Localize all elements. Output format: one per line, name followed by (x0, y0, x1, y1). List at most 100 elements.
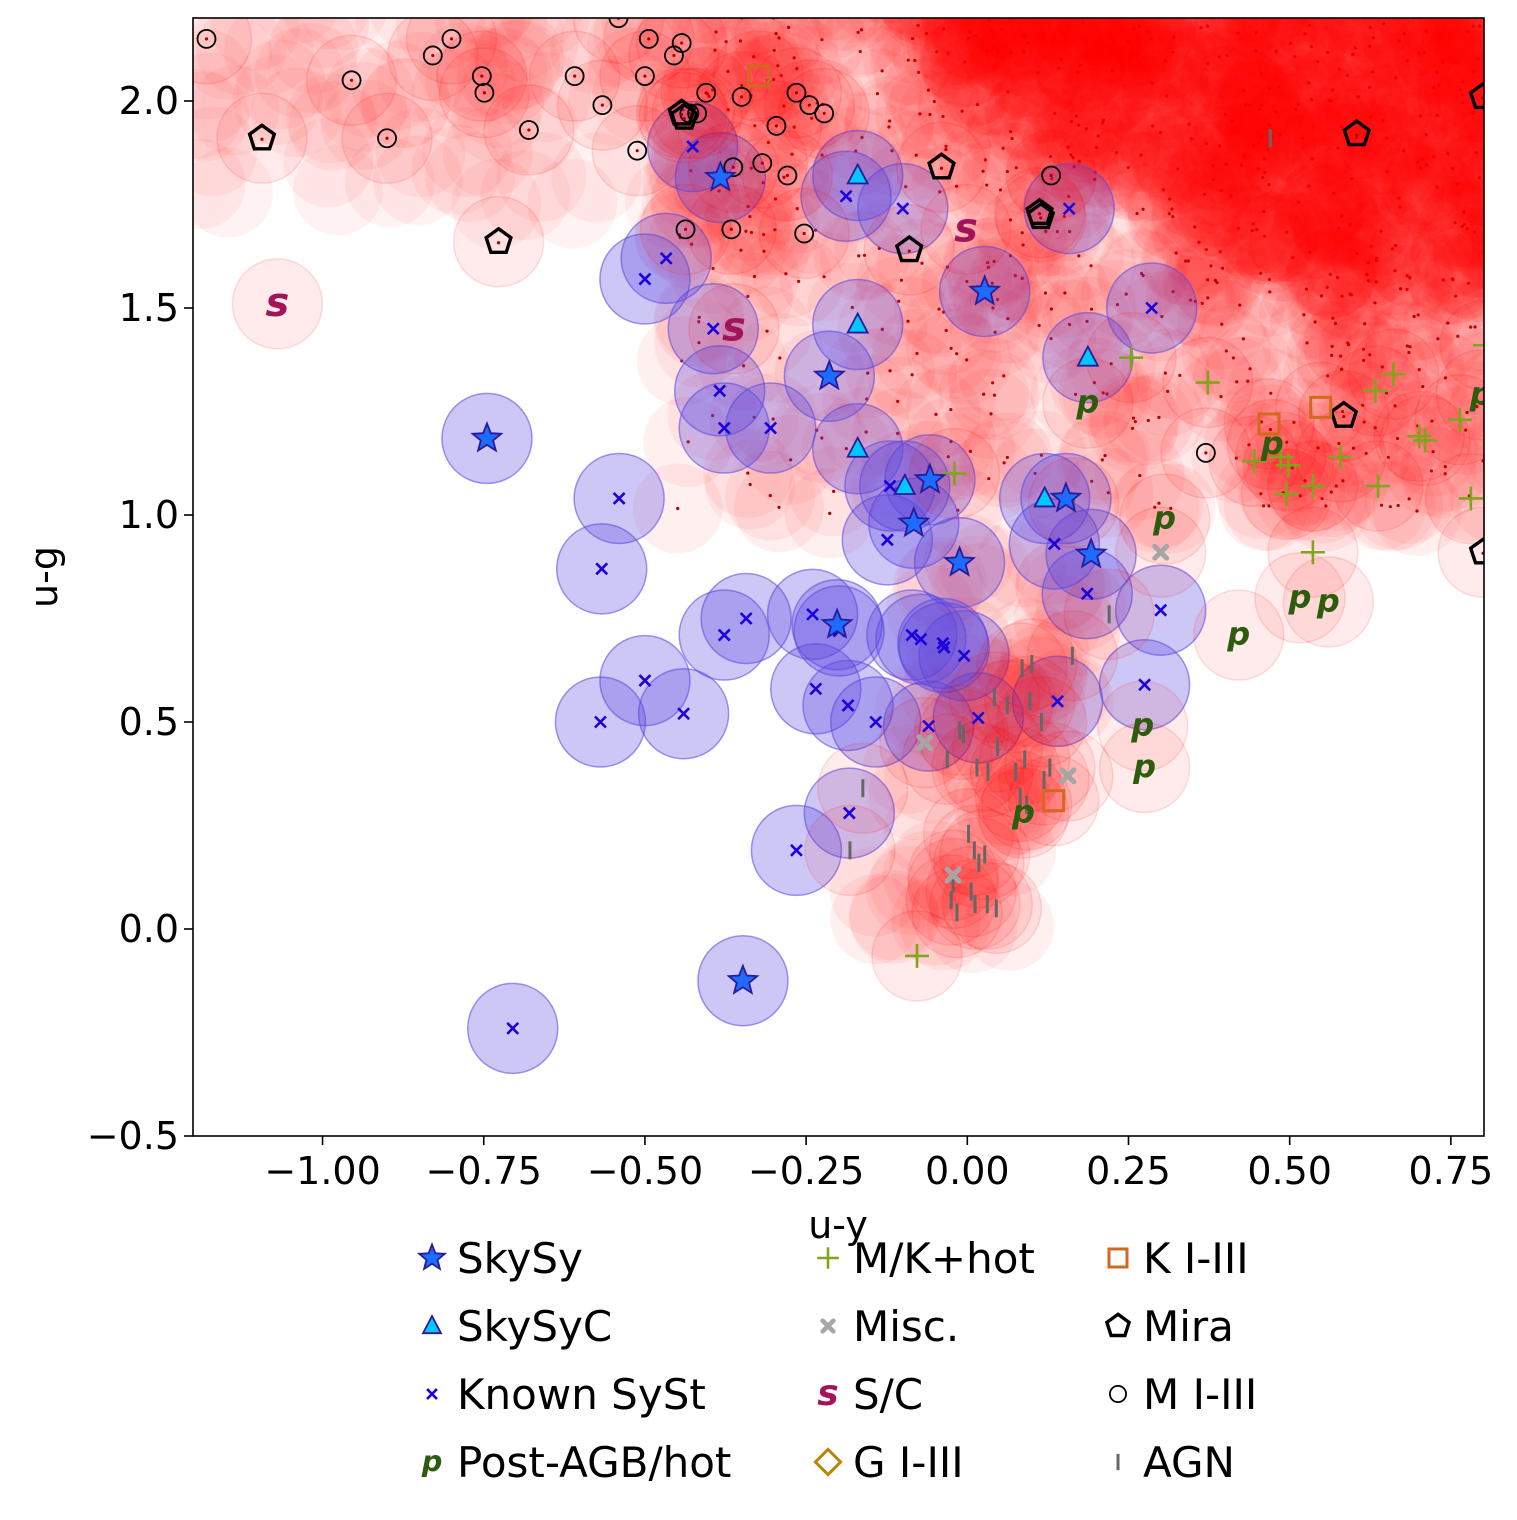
background-halo (1283, 18, 1367, 45)
background-dot (1044, 229, 1048, 233)
background-dot (1330, 344, 1334, 348)
background-dot (1055, 230, 1059, 234)
background-dot (1371, 70, 1375, 74)
background-dot (1005, 455, 1009, 460)
background-dot (1340, 294, 1344, 298)
background-dot (1100, 121, 1105, 125)
circle-center-dot (527, 128, 531, 132)
background-dot (1299, 0, 1302, 3)
background-halo (731, 18, 822, 79)
background-dot (1340, 367, 1344, 371)
circle-center-dot (482, 91, 486, 95)
y-tick-label: 0.0 (119, 907, 179, 951)
background-halo (695, 18, 786, 86)
background-dot (1505, 286, 1508, 289)
background-dot (1285, 440, 1289, 444)
background-dot (782, 175, 786, 179)
data-point-p: p (1011, 793, 1035, 831)
background-dot (1266, 147, 1270, 152)
background-halo (1412, 291, 1484, 382)
background-dot (938, 190, 942, 194)
background-dot (1472, 69, 1476, 73)
background-dot (862, 253, 867, 257)
background-dot (1513, 423, 1516, 426)
background-dot (1307, 23, 1312, 27)
background-dot (1254, 227, 1259, 232)
background-halo (1397, 18, 1484, 108)
background-halo (567, 55, 658, 146)
circle-center-dot (600, 103, 604, 107)
background-dot (1102, 118, 1106, 122)
background-dot (1424, 163, 1429, 167)
background-dot (1432, 86, 1436, 90)
background-dot (1171, 215, 1175, 219)
background-dot (887, 125, 891, 129)
background-dot (1361, 403, 1365, 407)
background-dot (1147, 0, 1150, 2)
background-dot (1215, 281, 1219, 285)
background-dot (1157, 415, 1161, 419)
background-dot (710, 414, 715, 418)
background-halo (1162, 18, 1253, 72)
background-dot (1393, 243, 1398, 248)
background-halo (1052, 18, 1109, 28)
background-dot (1164, 94, 1169, 98)
background-dot (1380, 365, 1384, 369)
x-tick-label: −0.50 (587, 1149, 703, 1193)
background-dot (1081, 20, 1085, 24)
background-halo (1466, 419, 1484, 490)
background-dot (797, 279, 801, 283)
pentagon-marker (1104, 1312, 1132, 1338)
background-halo (193, 68, 243, 159)
background-dot (1220, 322, 1224, 326)
background-dot (1455, 182, 1460, 186)
legend-label: K I-III (1143, 1234, 1249, 1283)
background-dot (1435, 113, 1439, 117)
background-halo (1357, 18, 1448, 62)
background-dot (1356, 95, 1360, 99)
background-dot (1496, 108, 1499, 111)
background-dot (792, 56, 796, 60)
background-dot (1471, 24, 1476, 28)
background-dot (1405, 287, 1409, 291)
background-dot (1462, 222, 1466, 227)
background-halo (1418, 167, 1484, 258)
background-dot (1236, 31, 1240, 35)
background-dot (937, 307, 941, 311)
background-dot (1200, 301, 1204, 305)
background-dot (690, 242, 694, 246)
background-halo (1106, 18, 1197, 84)
background-halo (1354, 18, 1445, 87)
background-dot (1262, 234, 1266, 238)
background-dot (1224, 349, 1228, 353)
circle-center-dot (807, 103, 811, 107)
background-dot (1512, 228, 1515, 231)
x-tick-label: −0.75 (426, 1149, 542, 1193)
background-dot (922, 0, 925, 2)
background-dot (1259, 103, 1264, 108)
background-halo (662, 18, 745, 44)
background-halo (873, 18, 964, 71)
background-dot (1276, 85, 1281, 89)
background-dot (1073, 392, 1078, 396)
background-dot (1407, 350, 1411, 355)
background-dot (991, 306, 995, 310)
background-halo (1417, 181, 1484, 272)
background-dot (748, 482, 752, 487)
background-dot (753, 124, 757, 128)
background-dot (1089, 307, 1094, 311)
background-dot (1503, 455, 1506, 458)
background-dot (888, 369, 892, 373)
circle-center-dot (680, 41, 684, 45)
background-dot (904, 185, 908, 189)
background-dot (1010, 136, 1014, 141)
background-halo (1407, 234, 1484, 325)
background-dot (916, 23, 920, 27)
background-dot (1415, 509, 1419, 513)
background-dot (1488, 370, 1491, 373)
background-dot (1418, 165, 1423, 170)
background-dot (1067, 194, 1071, 199)
background-dot (1259, 492, 1263, 496)
background-halo (980, 18, 1071, 82)
background-dot (1340, 125, 1344, 129)
